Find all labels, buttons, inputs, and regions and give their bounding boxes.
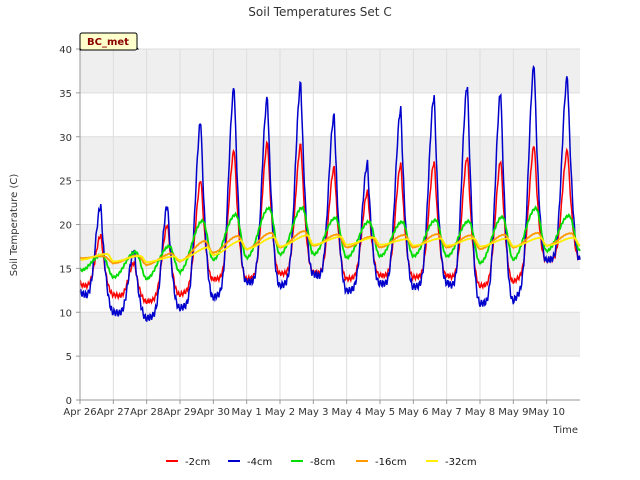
legend-item: -32cm bbox=[426, 457, 477, 468]
x-tick-label: May 10 bbox=[528, 407, 565, 418]
series-line-m8cm bbox=[79, 205, 581, 281]
x-tick-label: May 7 bbox=[432, 407, 462, 418]
legend-item: -2cm bbox=[166, 457, 210, 468]
x-tick-label: May 1 bbox=[232, 407, 262, 418]
legend-label: -16cm bbox=[375, 457, 407, 468]
x-tick-label: Apr 29 bbox=[163, 407, 196, 418]
y-tick-label: 20 bbox=[59, 221, 72, 232]
legend-item: -4cm bbox=[228, 457, 272, 468]
series-line-m16cm bbox=[79, 230, 581, 267]
x-tick-label: May 9 bbox=[498, 407, 528, 418]
series-line-m4cm bbox=[79, 64, 581, 322]
shaded-band bbox=[80, 312, 580, 357]
legend-label: -4cm bbox=[247, 457, 272, 468]
y-tick-label: 10 bbox=[59, 308, 72, 319]
y-tick-label: 30 bbox=[59, 133, 72, 144]
chart-title: Soil Temperatures Set C bbox=[248, 5, 391, 19]
x-tick-label: May 3 bbox=[298, 407, 328, 418]
y-tick-label: 5 bbox=[66, 352, 72, 363]
shaded-band bbox=[80, 49, 580, 93]
x-tick-label: Apr 27 bbox=[97, 407, 130, 418]
legend-label: -8cm bbox=[310, 457, 335, 468]
x-axis-label: Time bbox=[553, 425, 578, 436]
series-line-m32cm bbox=[79, 234, 581, 264]
legend: -2cm -4cm -8cm -16cm -32cm bbox=[166, 457, 477, 468]
series-layer bbox=[79, 64, 581, 322]
legend-label: -2cm bbox=[185, 457, 210, 468]
axes: 0 5 10 15 20 25 30 35 40 Apr 26 Apr 27 Apr 28 Apr 29… bbox=[59, 45, 580, 418]
badge-box bbox=[79, 32, 138, 51]
x-tick-label: May 6 bbox=[398, 407, 428, 418]
x-tick-label: May 5 bbox=[365, 407, 395, 418]
legend-item: -16cm bbox=[356, 457, 407, 468]
legend-item: -8cm bbox=[291, 457, 335, 468]
y-axis-label: Soil Temperature (C) bbox=[9, 174, 20, 277]
y-tick-label: 0 bbox=[66, 396, 72, 407]
x-tick-label: May 8 bbox=[465, 407, 495, 418]
x-tick-label: Apr 30 bbox=[197, 407, 230, 418]
y-tick-label: 35 bbox=[59, 89, 72, 100]
y-tick-label: 25 bbox=[59, 177, 72, 188]
y-tick-label: 15 bbox=[59, 264, 72, 275]
x-tick-label: Apr 28 bbox=[130, 407, 163, 418]
x-tick-label: Apr 26 bbox=[63, 407, 96, 418]
x-tick-label: May 4 bbox=[332, 407, 362, 418]
station-badge: BC_met bbox=[79, 32, 139, 51]
series-line-m2cm bbox=[79, 140, 581, 305]
badge-text: BC_met bbox=[87, 37, 129, 48]
legend-label: -32cm bbox=[445, 457, 477, 468]
x-tick-label: May 2 bbox=[265, 407, 295, 418]
y-tick-label: 40 bbox=[59, 45, 72, 56]
